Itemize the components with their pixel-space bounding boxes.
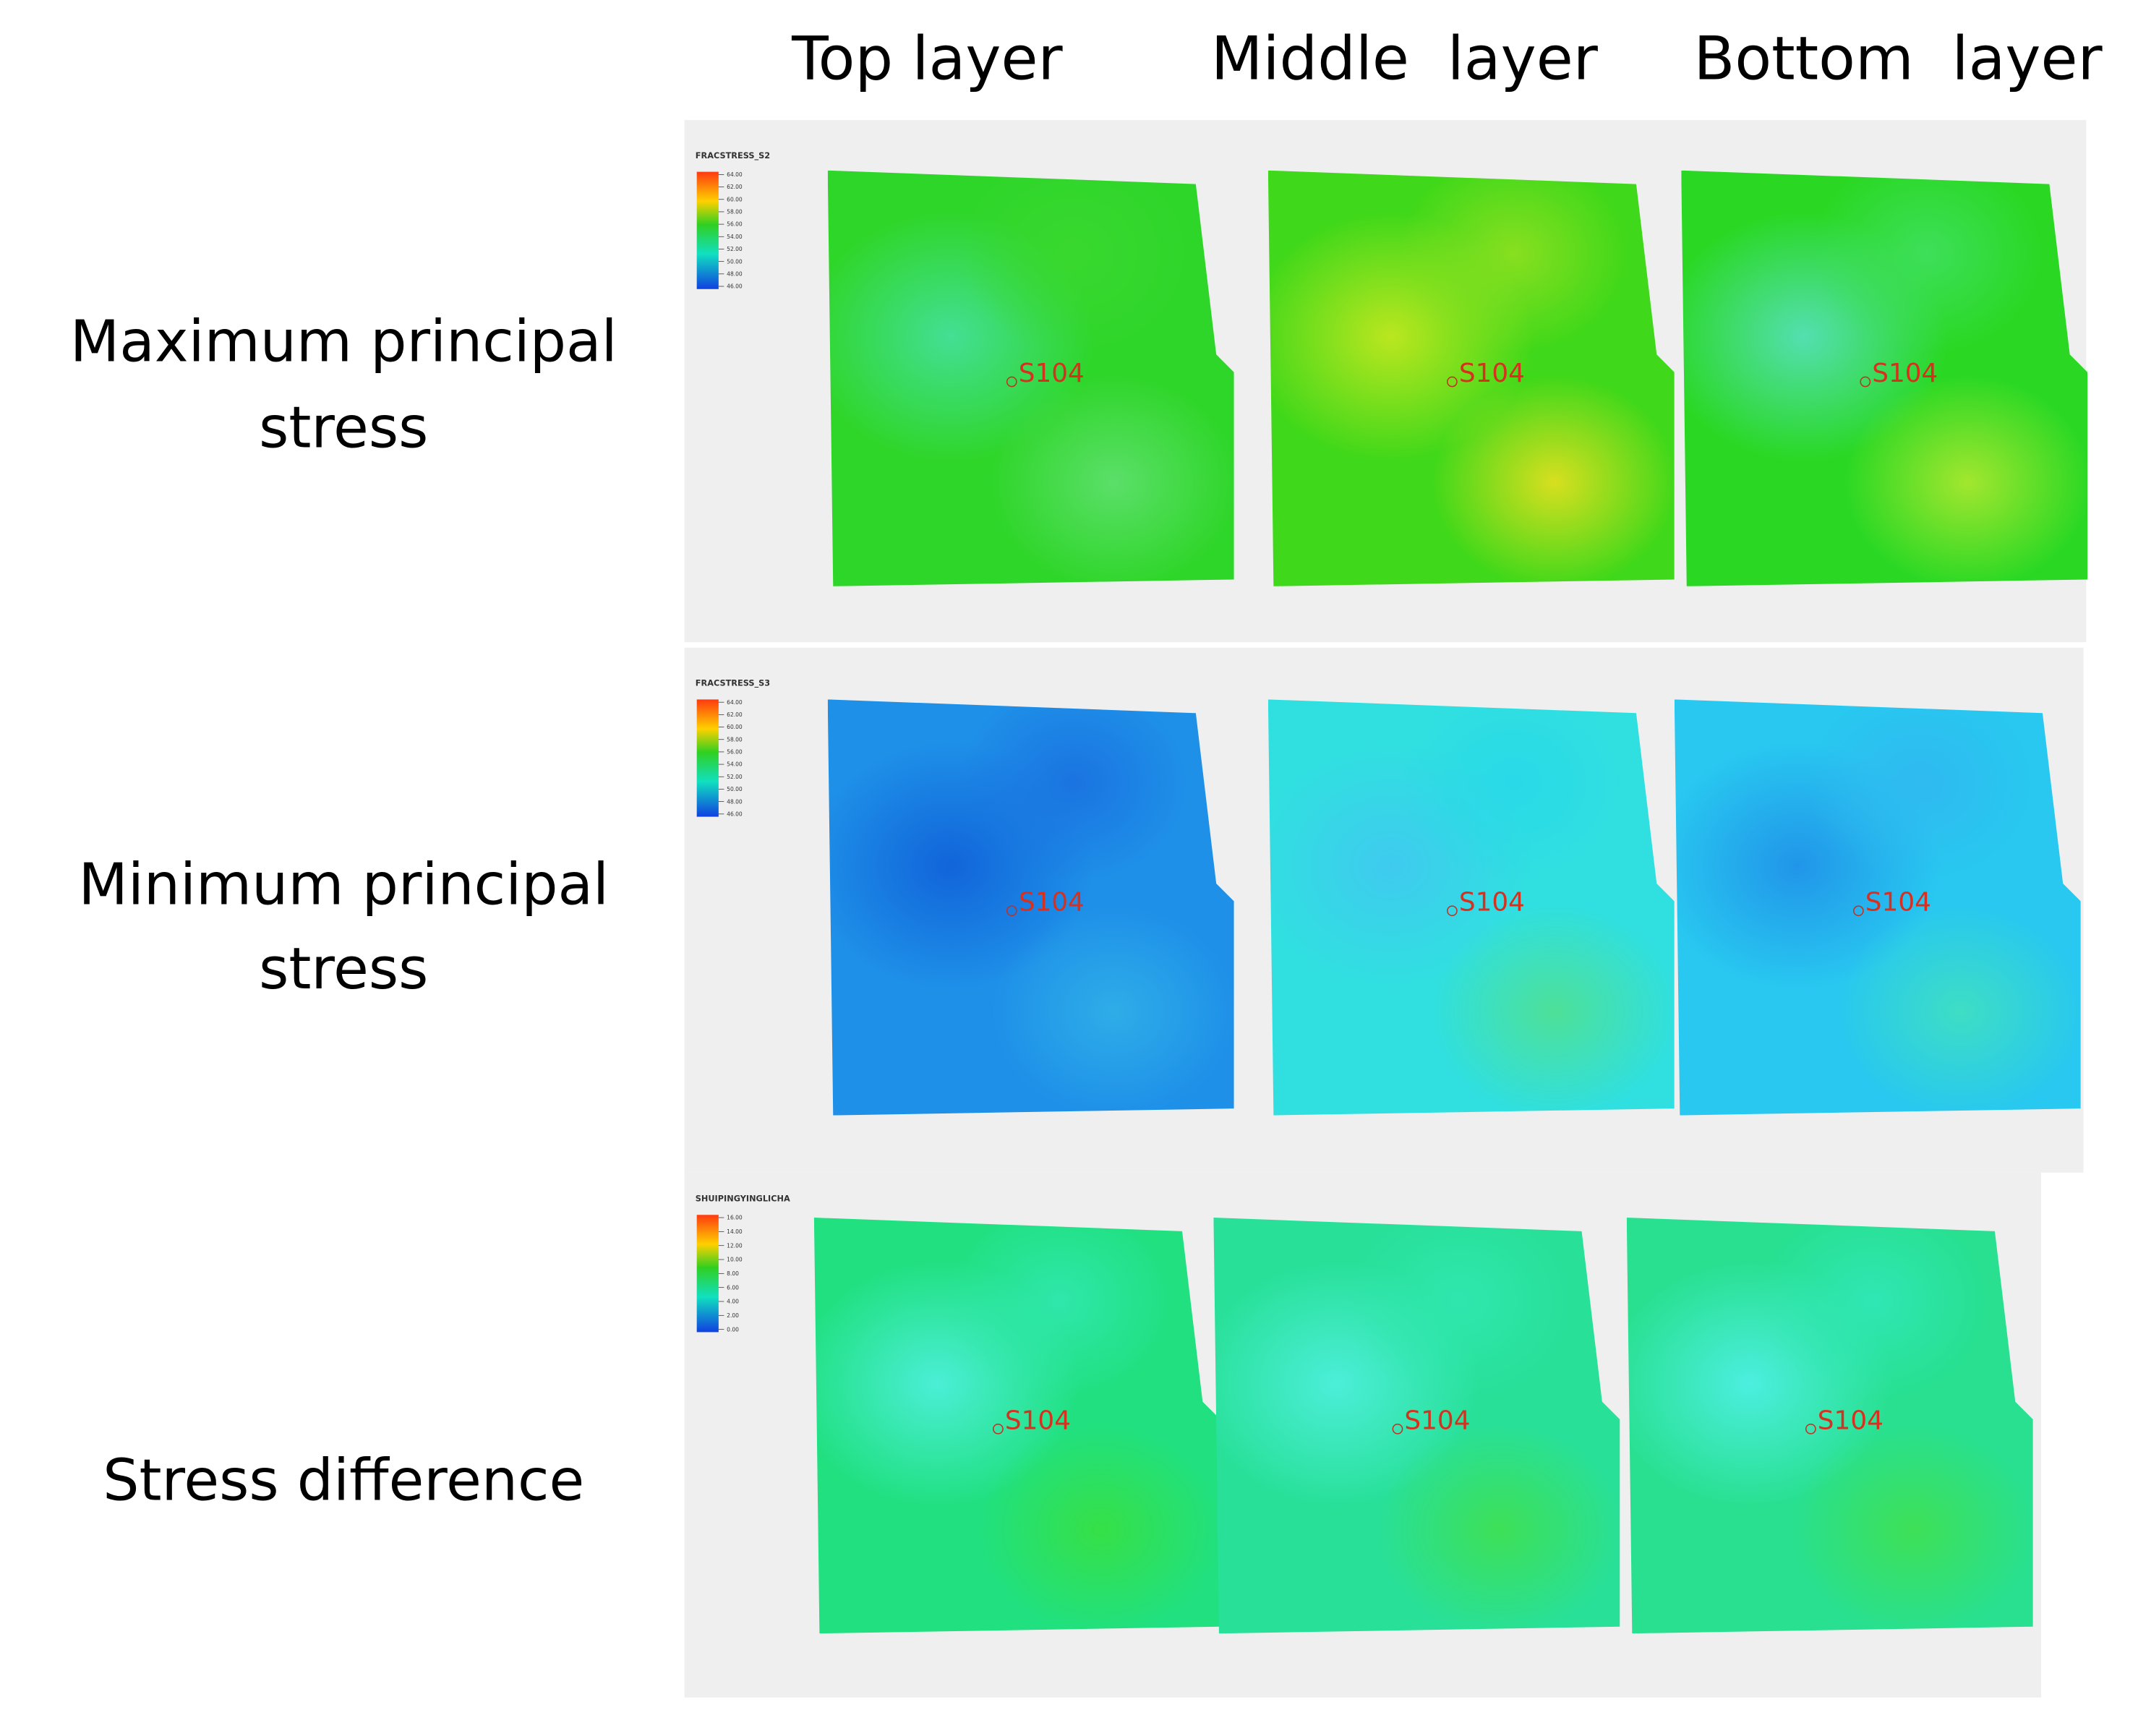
legend-tick-label: 16.00: [727, 1215, 743, 1221]
stress-map: S104: [1213, 1218, 1620, 1634]
legend-tick-label: 46.00: [727, 811, 743, 817]
row-label: Maximum principal: [70, 308, 617, 375]
map-blob: [1344, 1218, 1574, 1401]
legend-tick-label: 54.00: [727, 234, 743, 240]
legend-tick-label: 10.00: [727, 1257, 743, 1263]
stress-map: S104: [827, 699, 1234, 1116]
map-blob: [1790, 1423, 2033, 1634]
map-blob: [1812, 170, 2042, 354]
well-label: S104: [1005, 1406, 1071, 1435]
map-fill: [1626, 1218, 2033, 1634]
column-header: Top layer: [791, 23, 1063, 93]
legend-title: SHUIPINGYINGLICHA: [696, 1194, 790, 1203]
legend-tick-label: 62.00: [727, 184, 743, 190]
legend-tick-label: 58.00: [727, 209, 743, 215]
well-marker: [1860, 376, 1871, 388]
map-blob: [1844, 376, 2088, 586]
column-header: Middle layer: [1211, 23, 1599, 93]
well-marker: [1447, 376, 1458, 388]
well-label: S104: [1872, 359, 1938, 388]
map-blob: [1377, 1423, 1620, 1634]
map-fill: [827, 170, 1234, 586]
legend-tick-label: 50.00: [727, 258, 743, 265]
legend-tick-label: 62.00: [727, 711, 743, 718]
stress-map: S104: [1681, 170, 2088, 586]
legend-tick-label: 46.00: [727, 283, 743, 290]
legend-tick-label: 54.00: [727, 761, 743, 768]
map-fill: [1267, 699, 1675, 1116]
row-label: stress: [259, 935, 428, 1002]
map-fill: [1213, 1218, 1620, 1634]
legend-tick-label: 60.00: [727, 724, 743, 730]
stress-map: S104: [1267, 170, 1675, 586]
well-label: S104: [1019, 888, 1085, 918]
legend-tick-label: 8.00: [727, 1270, 739, 1277]
map-blob: [1398, 170, 1628, 354]
legend-tick-label: 58.00: [727, 736, 743, 743]
well-marker: [1006, 376, 1017, 388]
stress-map: S104: [1267, 699, 1675, 1116]
color-bar: [696, 1215, 719, 1333]
legend-title: FRACSTRESS_S3: [696, 679, 770, 688]
stress-map: S104: [1626, 1218, 2033, 1634]
legend-tick-label: 64.00: [727, 171, 743, 178]
well-marker: [1805, 1423, 1816, 1434]
legend-tick-label: 0.00: [727, 1326, 739, 1333]
map-blob: [1805, 699, 2035, 882]
map-blob: [944, 1218, 1174, 1401]
map-blob: [978, 1423, 1220, 1634]
legend-tick-label: 12.00: [727, 1242, 743, 1249]
legend-tick-label: 60.00: [727, 196, 743, 202]
well-marker: [1006, 905, 1017, 917]
well-label: S104: [1459, 359, 1525, 388]
map-fill: [827, 699, 1234, 1116]
map-blob: [1432, 376, 1675, 586]
legend-tick-label: 48.00: [727, 798, 743, 805]
legend-tick-label: 2.00: [727, 1312, 739, 1319]
well-label: S104: [1404, 1406, 1470, 1435]
legend-tick-label: 4.00: [727, 1299, 739, 1305]
legend-tick-label: 48.00: [727, 270, 743, 277]
well-label: S104: [1459, 888, 1525, 918]
legend-title: FRACSTRESS_S2: [696, 151, 770, 161]
legend-tick-label: 64.00: [727, 699, 743, 706]
row-label: Minimum principal: [79, 850, 610, 918]
map-blob: [991, 376, 1234, 586]
map-blob: [1398, 699, 1628, 882]
stress-map: S104: [827, 170, 1234, 586]
color-bar: [696, 699, 719, 817]
stress-map: S104: [813, 1218, 1220, 1634]
legend-tick-label: 52.00: [727, 774, 743, 780]
legend-tick-label: 6.00: [727, 1284, 739, 1291]
well-label: S104: [1019, 359, 1085, 388]
well-marker: [993, 1423, 1004, 1434]
well-marker: [1853, 905, 1864, 917]
map-blob: [991, 905, 1234, 1116]
map-blob: [1757, 1218, 1987, 1401]
legend-tick-label: 50.00: [727, 786, 743, 792]
map-blob: [958, 699, 1188, 882]
column-header: Bottom layer: [1693, 23, 2103, 93]
well-label: S104: [1865, 888, 1931, 918]
map-blob: [1838, 905, 2081, 1116]
map-fill: [813, 1218, 1220, 1634]
legend-tick-label: 56.00: [727, 221, 743, 228]
map-fill: [1267, 170, 1675, 586]
stress-map: S104: [1674, 699, 2081, 1116]
map-fill: [1674, 699, 2081, 1116]
well-label: S104: [1818, 1406, 1883, 1435]
legend-tick-label: 14.00: [727, 1228, 743, 1235]
legend-tick-label: 52.00: [727, 246, 743, 252]
well-marker: [1447, 905, 1458, 917]
well-marker: [1392, 1423, 1403, 1434]
map-blob: [958, 170, 1188, 354]
map-fill: [1681, 170, 2088, 586]
legend-tick-label: 56.00: [727, 749, 743, 756]
row-label: stress: [259, 394, 428, 461]
row-label: Stress difference: [103, 1446, 584, 1513]
map-blob: [1432, 905, 1675, 1116]
color-bar: [696, 171, 719, 289]
